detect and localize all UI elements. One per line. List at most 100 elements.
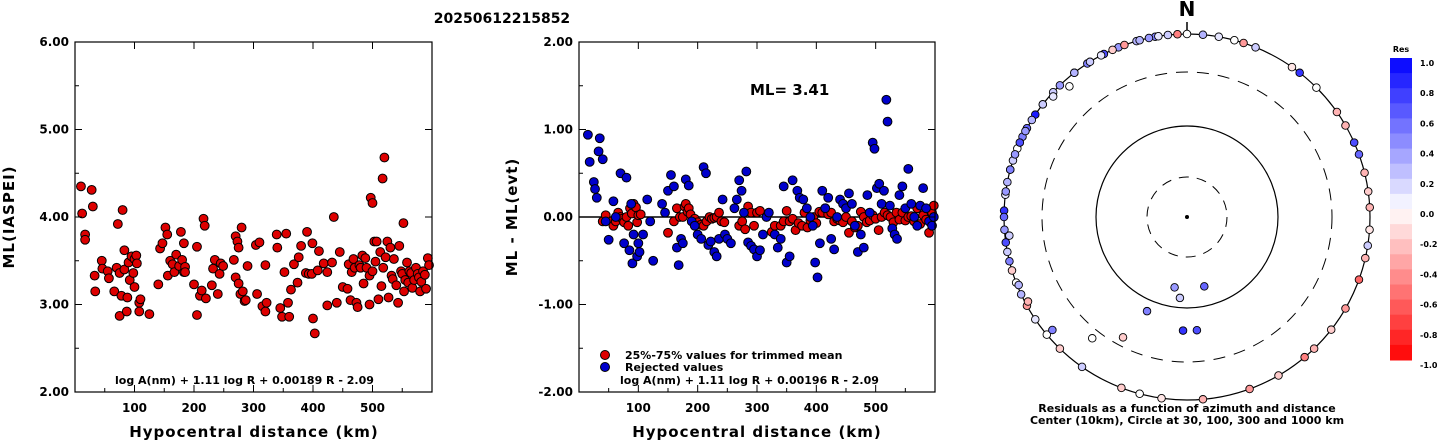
legend-label-trimmed-mean: 25%-75% values for trimmed mean: [625, 349, 842, 362]
legend-label-rejected: Rejected values: [625, 361, 724, 374]
station-marker: [1239, 38, 1248, 48]
colorbar-tick-labels: 1.0 0.8 0.6 0.4 0.2 0.0 -0.2 -0.4 -0.6 -0.8 -1.0: [1420, 59, 1437, 370]
data-point: [669, 181, 679, 192]
data-point: [206, 280, 217, 291]
ml-iaspei-x-axis-label: Hypocentral distance (km): [129, 423, 379, 441]
data-point: [844, 188, 854, 199]
data-point: [873, 225, 884, 236]
panel-ml-iaspei: 2.00 3.00 4.00 5.00 6.00 100 200 300 400 500 Hypo…: [0, 35, 434, 441]
data-point: [921, 203, 931, 214]
data-point: [820, 203, 831, 214]
ring-300km: [1041, 71, 1333, 363]
data-point: [892, 233, 902, 244]
data-point: [869, 143, 880, 154]
station-marker: [1341, 121, 1350, 130]
station-marker: [1287, 62, 1297, 72]
data-point: [621, 172, 632, 183]
colorbar-swatch: [1390, 103, 1412, 119]
data-point: [739, 207, 749, 218]
north-label: N: [1179, 0, 1196, 21]
station-marker: [999, 212, 1009, 222]
station-marker: [1118, 333, 1128, 342]
data-point: [714, 207, 724, 218]
station-marker: [1055, 81, 1065, 90]
station-marker: [1048, 92, 1058, 101]
data-point: [122, 292, 133, 303]
station-marker: [1173, 30, 1182, 39]
data-point: [594, 133, 605, 144]
station-marker: [1021, 126, 1030, 136]
station-marker: [1170, 283, 1179, 292]
data-point: [763, 207, 774, 218]
data-point: [850, 220, 860, 231]
colorbar-tick-label: 0.2: [1420, 180, 1434, 189]
colorbar-swatch: [1390, 209, 1412, 225]
station-marker: [1015, 138, 1025, 147]
colorbar-swatches: [1390, 58, 1412, 361]
station-marker: [1031, 315, 1040, 324]
ml-iaspei-formula: log A(nm) + 1.11 log R + 0.00189 R - 2.0…: [115, 374, 374, 387]
data-point: [104, 273, 114, 284]
station-marker: [1300, 352, 1309, 362]
data-point: [237, 286, 248, 297]
panel-ml-residual: -2.00 -1.00 0.00 1.00 2.00 100 200 300 400 500 ML…: [503, 35, 939, 441]
data-point: [252, 289, 262, 299]
colorbar-tick-label: -0.6: [1420, 301, 1437, 310]
data-point: [906, 198, 917, 209]
station-marker: [1200, 282, 1209, 291]
y-tick-label: 2.00: [543, 35, 573, 49]
data-point: [272, 242, 283, 253]
data-point: [817, 185, 828, 196]
data-point: [855, 229, 866, 240]
station-marker: [1354, 275, 1364, 284]
data-point: [600, 216, 611, 227]
data-point: [328, 212, 339, 222]
colorbar-swatch: [1390, 88, 1412, 104]
data-point: [289, 259, 299, 270]
station-marker: [1349, 138, 1359, 147]
data-point: [378, 262, 389, 273]
data-point: [364, 299, 375, 310]
data-point: [260, 306, 271, 317]
data-point: [367, 266, 378, 277]
data-point: [635, 209, 646, 220]
station-marker: [1154, 32, 1163, 41]
data-point: [176, 226, 186, 237]
ml-residual-y-axis-label: ML - ML(evt): [503, 158, 521, 276]
station-marker: [1087, 334, 1097, 343]
station-marker: [1042, 330, 1052, 339]
data-point: [701, 168, 711, 179]
data-point: [112, 219, 123, 229]
station-residual-markers: [999, 29, 1374, 404]
data-point: [89, 270, 100, 281]
colorbar-tick-label: -1.0: [1420, 361, 1437, 370]
station-marker: [1135, 35, 1144, 45]
data-point: [121, 306, 132, 317]
data-point: [212, 289, 223, 299]
data-point: [296, 240, 307, 251]
ml-iaspei-ticks: 2.00 3.00 4.00 5.00 6.00 100 200 300 400 500: [39, 35, 432, 415]
colorbar-swatch: [1390, 269, 1412, 285]
colorbar-tick-label: 0.0: [1420, 210, 1435, 219]
station-marker: [1312, 83, 1321, 92]
x-tick-label: 400: [804, 401, 829, 415]
data-point: [832, 212, 842, 222]
colorbar-swatch: [1390, 344, 1412, 361]
data-point: [584, 156, 595, 167]
station-marker: [1332, 107, 1342, 117]
data-point: [807, 220, 818, 231]
ml-residual-points: [583, 94, 939, 283]
station-marker: [1120, 40, 1129, 50]
data-point: [683, 180, 694, 191]
data-point: [322, 300, 333, 311]
ring-30km: [1146, 176, 1228, 258]
data-point: [885, 200, 895, 211]
station-marker: [1178, 326, 1188, 335]
data-point: [814, 238, 825, 249]
colorbar-tick-label: -0.8: [1420, 331, 1437, 340]
station-marker: [1055, 344, 1065, 353]
station-marker: [1023, 297, 1033, 306]
data-point: [380, 252, 391, 263]
station-marker: [1182, 29, 1192, 39]
station-marker: [1363, 241, 1372, 250]
